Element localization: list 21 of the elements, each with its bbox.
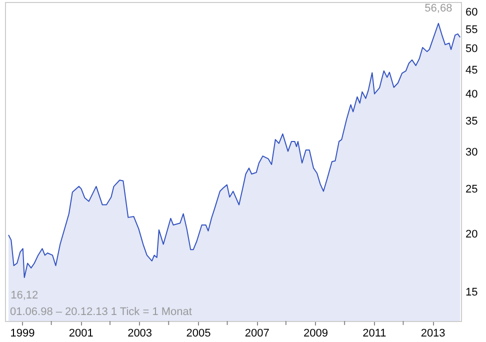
x-tick-label: 2013 [420,328,446,340]
annotation: 01.06.98 – 20.12.13 1 Tick = 1 Monat [10,306,192,318]
y-tick-label: 50 [466,43,478,56]
y-tick-label: 40 [466,88,478,100]
y-tick-label: 20 [466,228,478,240]
y-tick-label: 55 [466,24,478,36]
y-tick-label: 25 [466,183,478,196]
y-tick-label: 45 [466,64,478,77]
x-tick-label: 1999 [10,328,35,340]
x-tick-label: 2005 [186,328,211,340]
x-tick-label: 2001 [68,328,94,340]
y-tick-label: 60 [466,6,478,18]
annotation: 16,12 [10,290,38,302]
y-tick-label: 35 [466,115,478,128]
x-tick-label: 2009 [304,328,328,340]
y-tick-label: 15 [466,286,478,299]
x-tick-label: 2003 [128,328,152,340]
x-tick-label: 2007 [244,328,270,340]
annotation: 56,68 [424,2,452,14]
y-tick-label: 30 [466,146,478,158]
x-tick-label: 2011 [362,328,386,340]
